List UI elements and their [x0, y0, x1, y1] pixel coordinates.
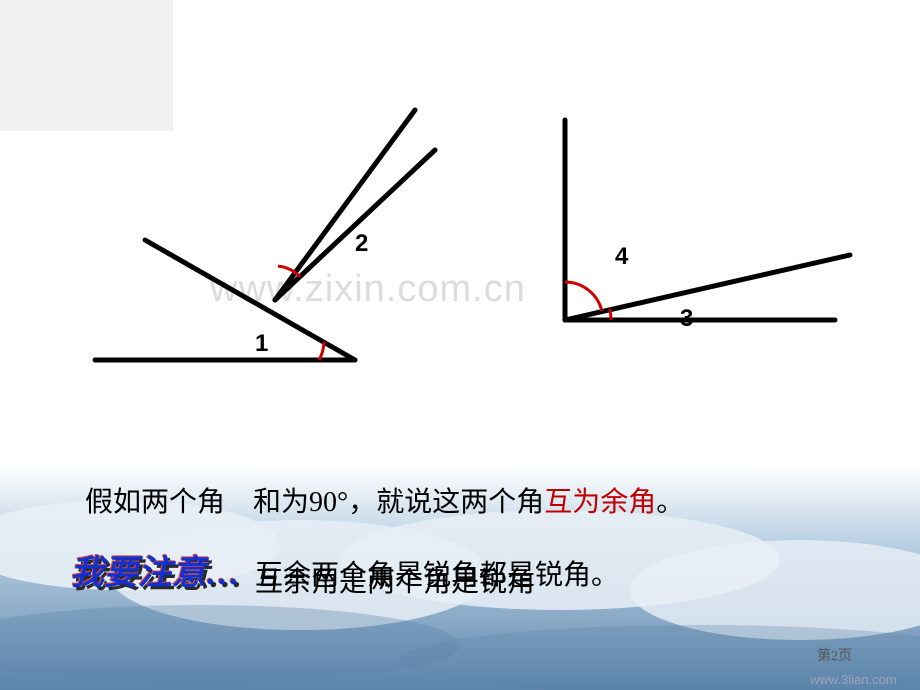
line1-post: 。: [656, 487, 684, 518]
note-line-overlay: 互余角是两个角是锐角: [255, 560, 535, 600]
angle-label-1: 1: [255, 330, 268, 358]
angle-label-4: 4: [615, 243, 628, 271]
page-number: 第2页: [817, 645, 852, 665]
angle-diagram: [0, 80, 920, 410]
note-line: 互余两个角是锐角都是锐角。 互余角是两个角是锐角: [255, 553, 619, 593]
angle-label-2: 2: [355, 230, 368, 258]
line1-pre: 假如两个角 和为: [85, 487, 309, 518]
line1-deg: 90°: [309, 487, 348, 518]
angle-label-3: 3: [680, 305, 693, 333]
line1-emph: 互为余角: [544, 487, 656, 518]
fancy-front: 我要注意…: [70, 545, 240, 594]
slide: www.zixin.com.cn 1 2 3 4 假如两个角 和为90°，就说这…: [0, 0, 920, 690]
line1-mid: ，就说这两个角: [348, 487, 544, 518]
site-url: www.3lian.com: [810, 672, 897, 687]
definition-line: 假如两个角 和为90°，就说这两个角互为余角。: [85, 480, 684, 520]
